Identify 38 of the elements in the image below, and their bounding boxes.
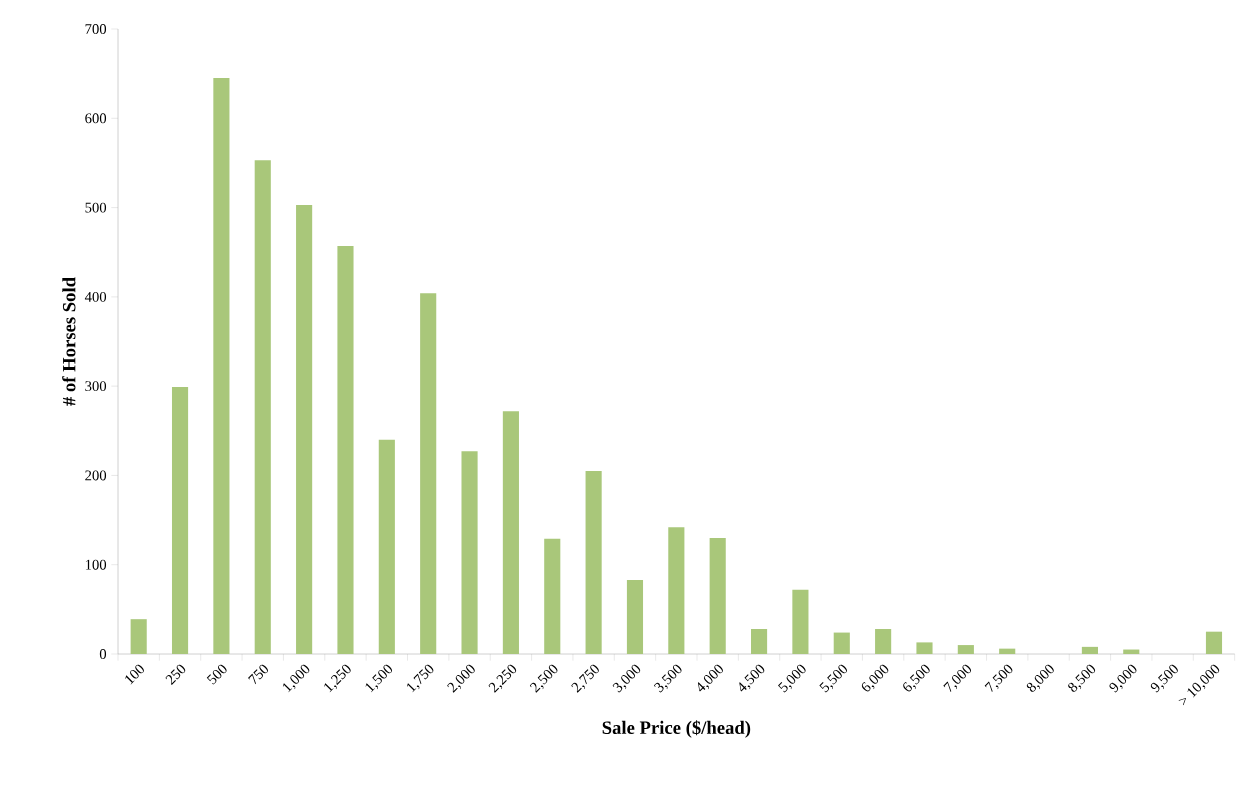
x-tick-label: 750 [247,664,268,685]
x-axis-title: Sale Price ($/head) [602,720,751,738]
bar [1081,646,1098,654]
bar [585,470,602,654]
y-tick-label: 100 [85,559,107,570]
bar [296,204,313,654]
y-tick-label: 700 [85,24,107,34]
y-tick-label: 0 [99,649,107,659]
bar [668,527,685,654]
x-tick-label: 500 [206,664,227,685]
y-tick-label: 500 [85,202,107,213]
bar [833,632,850,654]
y-tick-label: 200 [85,470,107,481]
bar [709,537,726,654]
y-axis-title: # of Horses Sold [62,277,76,406]
x-tick-label: 250 [165,664,186,685]
y-tick-label: 400 [84,291,107,302]
x-tick-label: 100 [125,664,144,685]
bar [420,293,437,654]
bar [916,642,933,654]
bar [130,619,147,654]
bar [171,387,189,654]
bar [254,160,271,654]
y-tick-label: 300 [85,381,107,392]
bar [1205,631,1223,654]
bar [792,589,809,654]
bar [544,538,561,654]
bar [999,648,1016,654]
bar [378,439,395,654]
bar [461,451,478,654]
bar [502,411,519,654]
y-tick-label: 600 [85,113,107,124]
bar [337,245,354,654]
bar [213,78,230,654]
bar [626,579,644,654]
bar [875,629,892,654]
bar [957,645,974,654]
bar [750,629,768,654]
